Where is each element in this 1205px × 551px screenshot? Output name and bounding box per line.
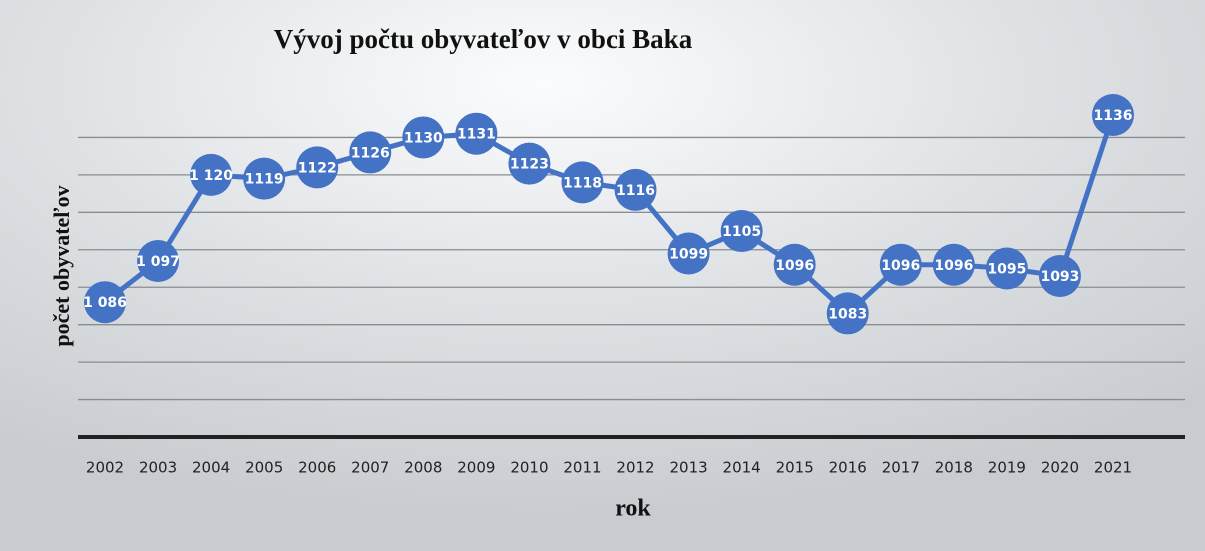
data-label: 1116 — [616, 183, 655, 199]
data-label: 1093 — [1040, 269, 1079, 285]
x-tick-label: 2018 — [935, 459, 973, 477]
data-label: 1131 — [457, 127, 496, 143]
point — [84, 281, 126, 324]
x-tick-label: 2013 — [669, 459, 707, 477]
x-tick-label: 2010 — [510, 459, 548, 477]
point — [402, 116, 445, 159]
point — [243, 157, 286, 200]
point — [296, 146, 339, 189]
point — [561, 161, 604, 204]
point — [508, 142, 551, 185]
point — [985, 247, 1028, 290]
x-tick-label: 2009 — [457, 459, 495, 477]
x-tick-label: 2017 — [882, 459, 920, 477]
data-label: 1095 — [987, 262, 1026, 278]
point — [455, 112, 498, 155]
x-tick-label: 2007 — [351, 459, 389, 477]
data-label: 1096 — [775, 258, 814, 274]
data-label: 1096 — [881, 258, 920, 274]
point — [1092, 93, 1134, 136]
data-label: 1083 — [828, 306, 867, 322]
point — [667, 232, 710, 275]
x-tick-label: 2014 — [723, 459, 761, 477]
x-tick-label: 2016 — [829, 459, 867, 477]
data-label: 1 097 — [136, 254, 180, 270]
x-axis-label: rok — [615, 496, 651, 522]
point — [720, 210, 763, 253]
data-label: 1119 — [245, 172, 284, 188]
x-tick-label: 2019 — [988, 459, 1026, 477]
point — [932, 243, 975, 286]
data-label: 1105 — [722, 224, 761, 240]
data-label: 1118 — [563, 175, 602, 191]
x-tick-label: 2008 — [404, 459, 442, 477]
data-label: 1130 — [404, 130, 443, 146]
data-label: 1096 — [934, 258, 973, 274]
point — [826, 292, 869, 335]
point — [349, 131, 392, 174]
x-tick-label: 2021 — [1094, 459, 1132, 477]
x-tick-label: 2005 — [245, 459, 283, 477]
data-label: 1099 — [669, 247, 708, 263]
x-tick-label: 2004 — [192, 459, 230, 477]
point — [1038, 254, 1081, 297]
point — [773, 243, 816, 286]
data-label: 1123 — [510, 157, 549, 173]
data-label: 1 120 — [189, 168, 233, 184]
point — [614, 168, 657, 211]
x-tick-label: 2002 — [86, 459, 124, 477]
x-tick-label: 2020 — [1041, 459, 1079, 477]
x-tick-label: 2011 — [563, 459, 601, 477]
point — [137, 240, 180, 283]
x-tick-label: 2006 — [298, 459, 336, 477]
data-label: 1136 — [1094, 108, 1133, 124]
x-tick-label: 2003 — [139, 459, 177, 477]
chart-title: Vývoj počtu obyvateľov v obci Baka — [274, 24, 693, 54]
data-label: 1 086 — [83, 295, 127, 311]
data-label: 1126 — [351, 145, 390, 161]
point — [190, 153, 233, 196]
point — [879, 243, 922, 286]
x-tick-label: 2015 — [776, 459, 814, 477]
y-axis-label: počet obyvateľov — [49, 185, 74, 346]
data-label: 1122 — [298, 160, 337, 176]
x-tick-label: 2012 — [616, 459, 654, 477]
